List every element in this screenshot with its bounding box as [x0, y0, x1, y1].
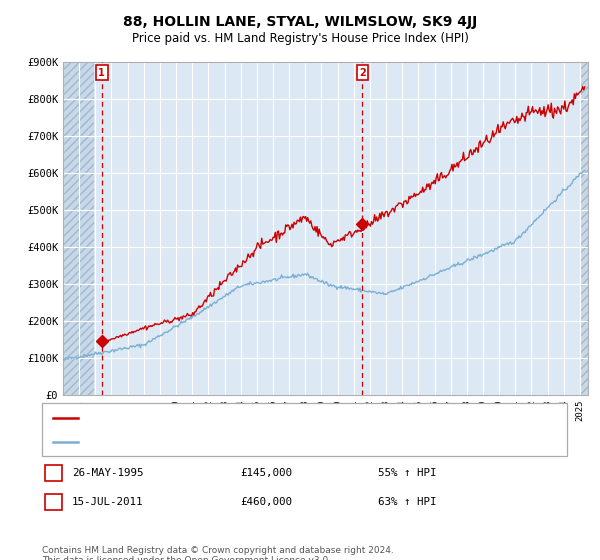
Text: 1: 1 — [98, 68, 105, 78]
Text: 1: 1 — [50, 468, 57, 478]
Bar — [63, 62, 94, 395]
Text: 55% ↑ HPI: 55% ↑ HPI — [378, 468, 437, 478]
Text: 2: 2 — [359, 68, 366, 78]
Text: 2: 2 — [50, 497, 57, 507]
Bar — [580, 62, 588, 395]
Text: Price paid vs. HM Land Registry's House Price Index (HPI): Price paid vs. HM Land Registry's House … — [131, 32, 469, 45]
Text: £460,000: £460,000 — [240, 497, 292, 507]
Text: £145,000: £145,000 — [240, 468, 292, 478]
Text: 63% ↑ HPI: 63% ↑ HPI — [378, 497, 437, 507]
Text: 26-MAY-1995: 26-MAY-1995 — [72, 468, 143, 478]
Text: 88, HOLLIN LANE, STYAL, WILMSLOW, SK9 4JJ: 88, HOLLIN LANE, STYAL, WILMSLOW, SK9 4J… — [123, 15, 477, 29]
Text: HPI: Average price, detached house, Cheshire East: HPI: Average price, detached house, Ches… — [83, 436, 360, 446]
Text: 88, HOLLIN LANE, STYAL, WILMSLOW, SK9 4JJ (detached house): 88, HOLLIN LANE, STYAL, WILMSLOW, SK9 4J… — [83, 413, 430, 423]
Text: 15-JUL-2011: 15-JUL-2011 — [72, 497, 143, 507]
Text: Contains HM Land Registry data © Crown copyright and database right 2024.
This d: Contains HM Land Registry data © Crown c… — [42, 546, 394, 560]
